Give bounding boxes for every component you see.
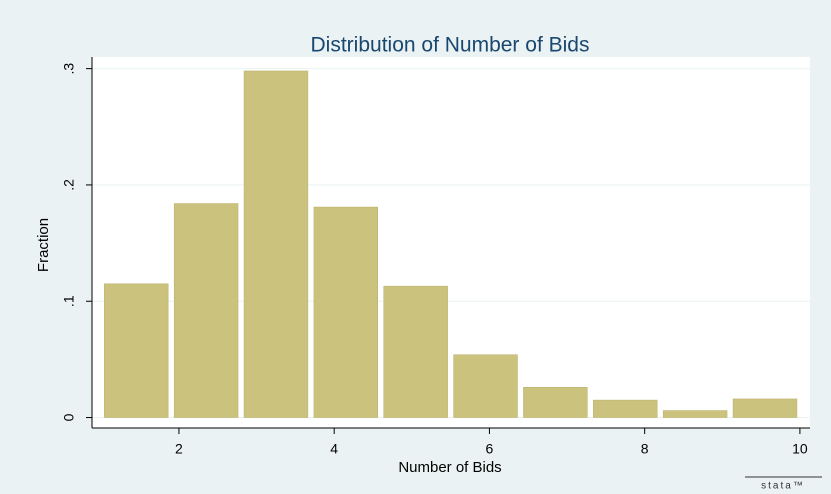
x-tick-label: 4 xyxy=(330,441,338,457)
bar xyxy=(383,285,448,418)
y-tick-label: 0 xyxy=(61,413,77,421)
bar xyxy=(313,206,379,418)
watermark: stata™ xyxy=(761,481,805,492)
bar xyxy=(453,354,518,418)
bar xyxy=(593,399,658,418)
x-tick-label: 10 xyxy=(792,441,808,457)
chart-title: Distribution of Number of Bids xyxy=(311,34,590,57)
bar xyxy=(662,410,728,418)
x-axis-label: Number of Bids xyxy=(398,459,501,476)
x-tick-label: 2 xyxy=(175,441,183,457)
bar xyxy=(523,387,588,418)
bar xyxy=(732,398,798,418)
y-tick-label: .2 xyxy=(61,179,77,191)
x-tick-label: 8 xyxy=(641,441,649,457)
bar xyxy=(104,283,169,418)
bar xyxy=(173,203,239,418)
y-tick-label: .3 xyxy=(61,63,77,75)
y-axis-label: Fraction xyxy=(35,218,52,272)
bar xyxy=(243,70,309,418)
x-tick-label: 6 xyxy=(486,441,494,457)
y-tick-label: .1 xyxy=(61,295,77,307)
